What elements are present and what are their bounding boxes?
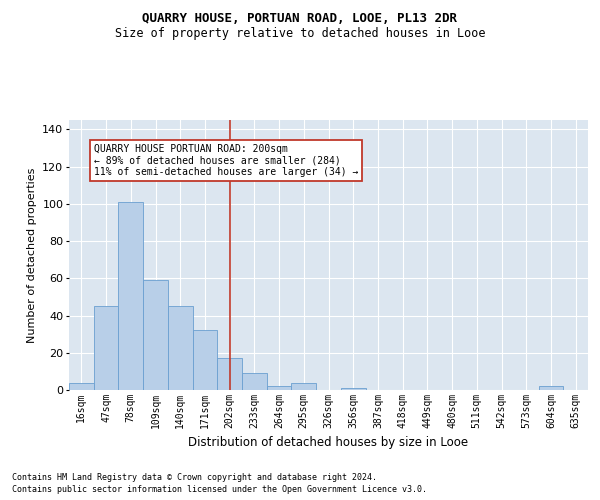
Text: Size of property relative to detached houses in Looe: Size of property relative to detached ho… <box>115 28 485 40</box>
Bar <box>193 330 217 390</box>
Bar <box>168 306 193 390</box>
Bar <box>267 386 292 390</box>
Bar <box>118 202 143 390</box>
Bar <box>69 382 94 390</box>
Bar <box>539 386 563 390</box>
Text: QUARRY HOUSE PORTUAN ROAD: 200sqm
← 89% of detached houses are smaller (284)
11%: QUARRY HOUSE PORTUAN ROAD: 200sqm ← 89% … <box>94 144 358 178</box>
Bar <box>292 382 316 390</box>
Y-axis label: Number of detached properties: Number of detached properties <box>27 168 37 342</box>
Text: QUARRY HOUSE, PORTUAN ROAD, LOOE, PL13 2DR: QUARRY HOUSE, PORTUAN ROAD, LOOE, PL13 2… <box>143 12 458 26</box>
Bar <box>217 358 242 390</box>
X-axis label: Distribution of detached houses by size in Looe: Distribution of detached houses by size … <box>188 436 469 450</box>
Bar <box>94 306 118 390</box>
Text: Contains HM Land Registry data © Crown copyright and database right 2024.: Contains HM Land Registry data © Crown c… <box>12 472 377 482</box>
Text: Contains public sector information licensed under the Open Government Licence v3: Contains public sector information licen… <box>12 485 427 494</box>
Bar <box>143 280 168 390</box>
Bar <box>242 373 267 390</box>
Bar <box>341 388 365 390</box>
